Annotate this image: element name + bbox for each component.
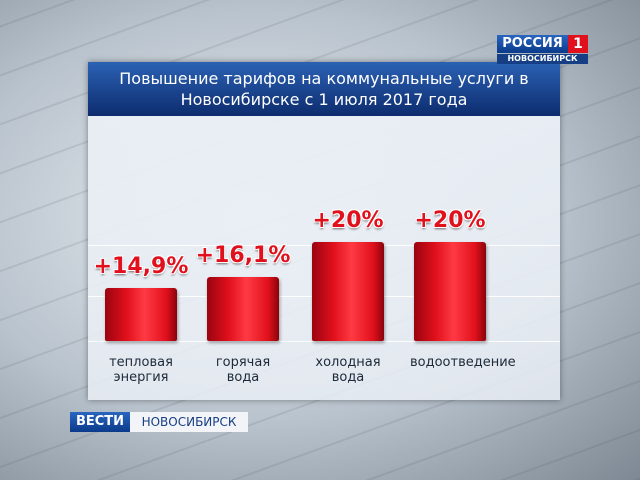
chart-title: Повышение тарифов на коммунальные услуги…: [88, 62, 560, 116]
value-label: +16,1%: [195, 243, 291, 269]
bar: [105, 287, 177, 341]
decor-line: [88, 341, 560, 342]
bar: [414, 242, 486, 341]
bar: [312, 242, 384, 341]
value-label: +14,9%: [93, 253, 189, 279]
category-label: горячая вода: [215, 355, 271, 385]
logo-number: 1: [568, 35, 588, 53]
category-label: водоотведение: [410, 355, 516, 370]
value-label: +20%: [312, 208, 384, 233]
ticker-region: НОВОСИБИРСК: [130, 412, 248, 432]
chart-panel: [88, 62, 560, 400]
logo-channel: РОССИЯ: [497, 35, 568, 53]
ticker-brand: ВЕСТИ: [70, 412, 130, 432]
bar: [207, 277, 279, 341]
category-label: тепловая энергия: [109, 355, 173, 385]
category-label: холодная вода: [315, 355, 381, 385]
value-label: +20%: [414, 208, 486, 233]
logo-region: НОВОСИБИРСК: [497, 54, 588, 64]
